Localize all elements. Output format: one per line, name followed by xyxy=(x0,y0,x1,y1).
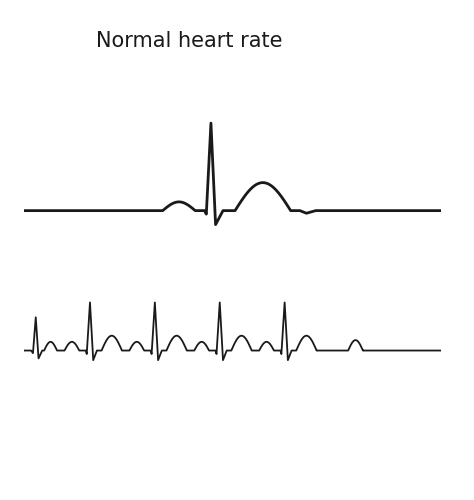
Text: Cardiology: Cardiology xyxy=(326,32,468,56)
Text: Normal heart rate: Normal heart rate xyxy=(96,31,283,51)
